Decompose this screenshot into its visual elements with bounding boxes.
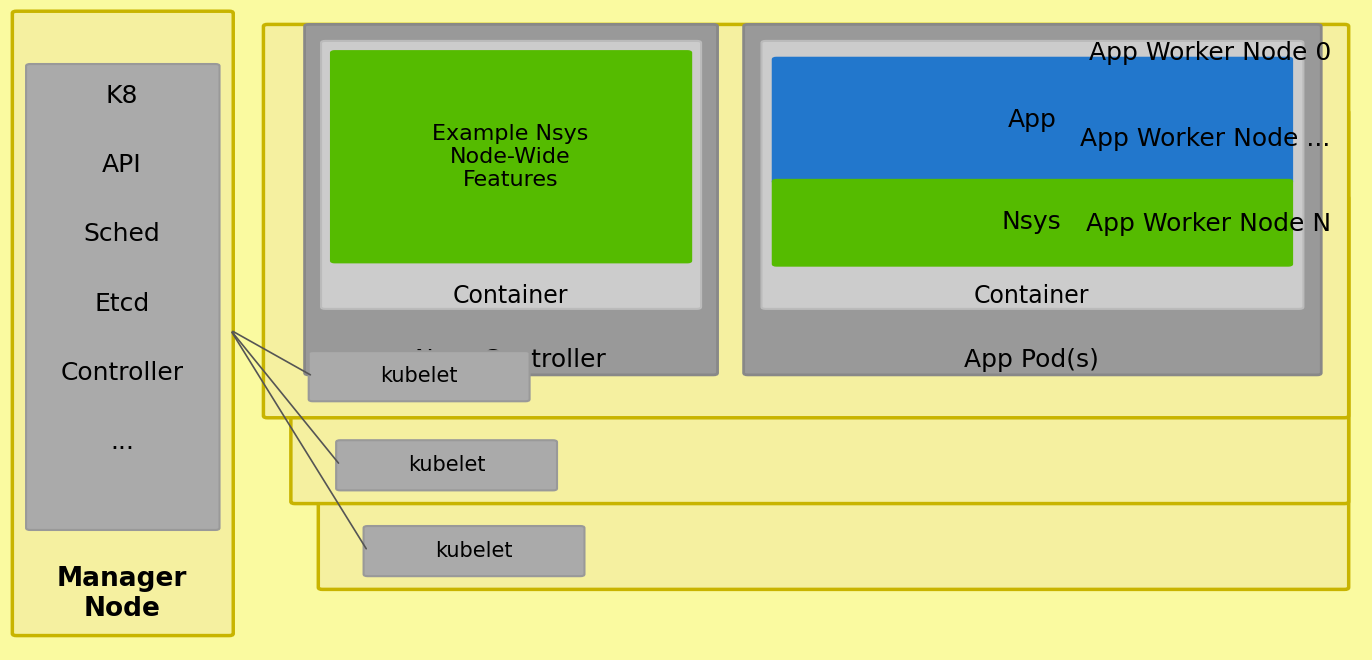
FancyBboxPatch shape [12,11,233,636]
FancyBboxPatch shape [336,440,557,490]
Text: App Worker Node N: App Worker Node N [1085,213,1331,236]
Text: kubelet: kubelet [407,455,486,475]
Text: App Pod(s): App Pod(s) [965,348,1099,372]
FancyBboxPatch shape [744,24,1321,375]
Text: Controller: Controller [60,361,184,385]
FancyBboxPatch shape [761,41,1303,309]
Text: K8: K8 [106,84,139,108]
FancyBboxPatch shape [263,24,1349,418]
Text: kubelet: kubelet [380,366,458,386]
FancyBboxPatch shape [772,57,1292,183]
Text: Manager
Node: Manager Node [56,566,188,622]
FancyBboxPatch shape [364,526,584,576]
Text: App: App [1007,108,1056,132]
Text: Example Nsys
Node-Wide
Features: Example Nsys Node-Wide Features [432,124,589,190]
FancyBboxPatch shape [309,351,530,401]
Text: Sched: Sched [84,222,161,246]
FancyBboxPatch shape [331,51,691,263]
FancyBboxPatch shape [318,196,1349,589]
FancyBboxPatch shape [291,110,1349,504]
Text: App Worker Node 0: App Worker Node 0 [1088,41,1331,65]
Text: App Worker Node ...: App Worker Node ... [1081,127,1331,150]
Text: kubelet: kubelet [435,541,513,561]
FancyBboxPatch shape [26,64,220,530]
FancyBboxPatch shape [772,180,1292,266]
Text: ...: ... [110,430,134,454]
FancyBboxPatch shape [321,41,701,309]
Text: Etcd: Etcd [95,292,150,315]
Text: Container: Container [453,284,568,308]
Text: Nsys Controller: Nsys Controller [414,348,606,372]
Text: Container: Container [974,284,1089,308]
FancyBboxPatch shape [305,24,718,375]
Text: Nsys: Nsys [1002,211,1062,234]
Text: API: API [103,153,141,177]
